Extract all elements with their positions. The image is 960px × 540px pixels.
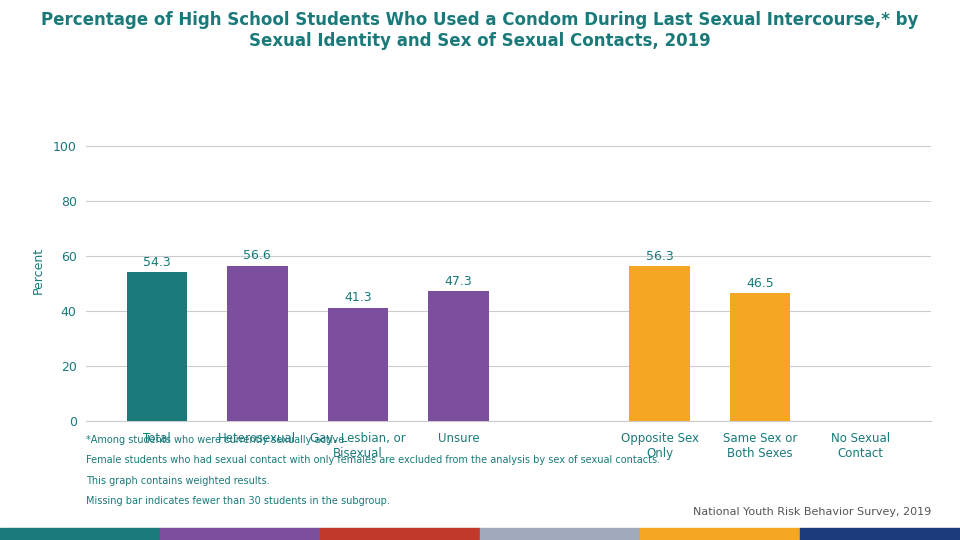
Text: National Youth Risk Behavior Survey, 2019: National Youth Risk Behavior Survey, 201… — [693, 507, 931, 517]
Text: 56.6: 56.6 — [244, 249, 272, 262]
Text: Percentage of High School Students Who Used a Condom During Last Sexual Intercou: Percentage of High School Students Who U… — [41, 11, 919, 50]
Text: 41.3: 41.3 — [344, 292, 372, 305]
Text: Missing bar indicates fewer than 30 students in the subgroup.: Missing bar indicates fewer than 30 stud… — [86, 496, 391, 507]
Text: 47.3: 47.3 — [444, 275, 472, 288]
Bar — [428, 291, 489, 421]
Text: 54.3: 54.3 — [143, 255, 171, 268]
Text: *Among students who were currently sexually active: *Among students who were currently sexua… — [86, 435, 345, 445]
Text: This graph contains weighted results.: This graph contains weighted results. — [86, 476, 270, 486]
Text: 56.3: 56.3 — [646, 250, 674, 263]
Text: 46.5: 46.5 — [746, 277, 774, 290]
Bar — [730, 293, 790, 421]
Bar — [630, 266, 690, 421]
Text: Female students who had sexual contact with only females are excluded from the a: Female students who had sexual contact w… — [86, 455, 660, 465]
Bar — [228, 266, 288, 421]
Bar — [127, 272, 187, 421]
Bar — [327, 308, 388, 421]
Y-axis label: Percent: Percent — [32, 246, 44, 294]
